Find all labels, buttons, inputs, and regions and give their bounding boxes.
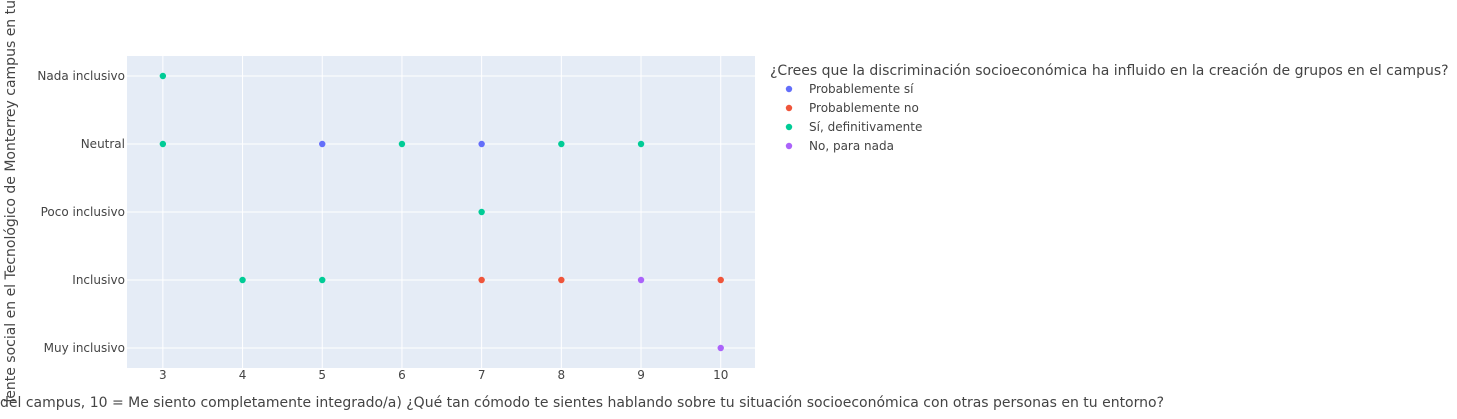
y-tick-label: Poco inclusivo — [41, 205, 125, 219]
x-tick-label: 4 — [239, 368, 247, 382]
legend-label: Probablemente no — [809, 101, 919, 115]
y-tick-label: Neutral — [81, 137, 125, 151]
x-tick-label: 8 — [558, 368, 566, 382]
data-point[interactable] — [239, 276, 246, 284]
legend-item[interactable]: Sí, definitivamente — [785, 120, 923, 134]
legend-item[interactable]: Probablemente no — [785, 101, 919, 115]
data-point[interactable] — [319, 140, 326, 148]
x-tick-label: 10 — [713, 368, 728, 382]
legend-title: ¿Crees que la discriminación socioeconóm… — [770, 63, 1449, 79]
data-point[interactable] — [398, 140, 406, 148]
x-tick-labels: 3 4 5 6 7 8 9 10 — [159, 368, 728, 382]
legend-item[interactable]: No, para nada — [785, 139, 894, 153]
legend-marker-icon — [785, 142, 793, 150]
data-point[interactable] — [159, 140, 167, 148]
data-point[interactable] — [717, 344, 724, 352]
legend-label: Probablemente sí — [809, 82, 914, 96]
x-axis-title: del campus, 10 = Me siento completamente… — [0, 395, 1164, 411]
legend-item[interactable]: Probablemente sí — [785, 82, 914, 96]
x-tick-label: 7 — [478, 368, 486, 382]
x-tick-label: 6 — [398, 368, 406, 382]
legend-label: Sí, definitivamente — [809, 120, 922, 134]
y-tick-labels: Muy inclusivo Inclusivo Poco inclusivo Neut… — [37, 69, 125, 355]
y-tick-label: Nada inclusivo — [37, 69, 125, 83]
legend-label: No, para nada — [809, 139, 894, 153]
y-axis-title: iente social en el Tecnológico de Monter… — [3, 0, 19, 403]
grid-lines — [127, 56, 755, 368]
legend-marker-icon — [785, 123, 793, 131]
x-tick-label: 5 — [318, 368, 326, 382]
legend-marker-icon — [785, 85, 793, 93]
data-points — [159, 72, 724, 352]
data-point[interactable] — [478, 276, 485, 284]
y-tick-label: Inclusivo — [72, 273, 125, 287]
y-tick-label: Muy inclusivo — [44, 341, 125, 355]
data-point[interactable] — [558, 140, 565, 148]
legend[interactable]: Probablemente sí Probablemente no Sí, defi… — [785, 82, 923, 153]
data-point[interactable] — [478, 140, 485, 148]
data-point[interactable] — [637, 140, 645, 148]
data-point[interactable] — [478, 208, 485, 216]
data-point[interactable] — [319, 276, 326, 284]
data-point[interactable] — [717, 276, 724, 284]
data-point[interactable] — [159, 72, 167, 80]
legend-marker-icon — [785, 104, 793, 112]
x-tick-label: 3 — [159, 368, 167, 382]
x-tick-label: 9 — [637, 368, 645, 382]
data-point[interactable] — [637, 276, 645, 284]
data-point[interactable] — [558, 276, 565, 284]
